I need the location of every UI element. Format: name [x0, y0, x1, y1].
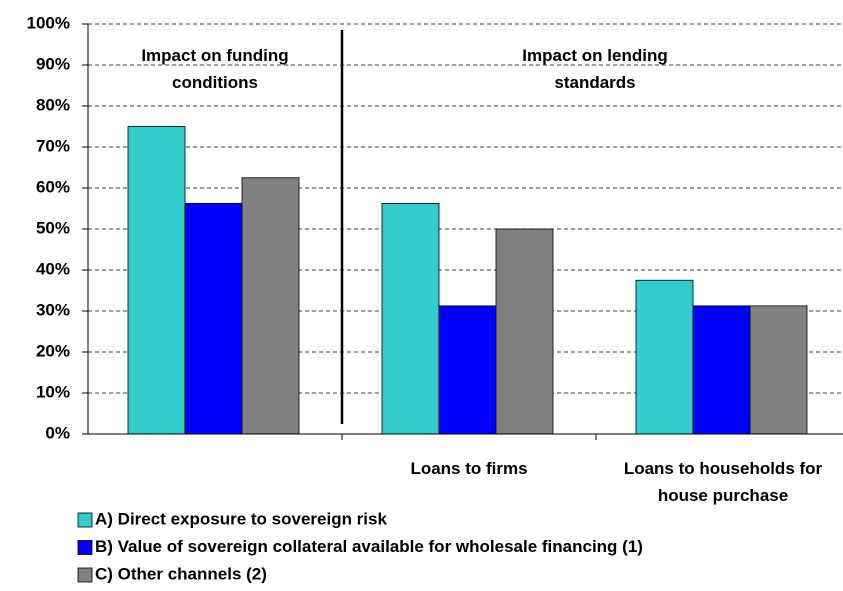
y-tick-label: 20%: [36, 341, 70, 360]
legend-label: B) Value of sovereign collateral availab…: [95, 537, 643, 556]
y-tick-label: 30%: [36, 300, 70, 319]
y-tick-label: 70%: [36, 136, 70, 155]
legend-label: A) Direct exposure to sovereign risk: [95, 509, 387, 528]
bar: [127, 126, 186, 435]
legend-swatch: [77, 567, 93, 583]
annotation: Impact on funding conditions: [141, 46, 289, 92]
y-tick-label: 0%: [45, 423, 70, 442]
bar: [749, 305, 808, 435]
bar: [692, 305, 751, 435]
bar: [495, 228, 554, 435]
y-tick-label: 40%: [36, 259, 70, 278]
legend-swatch: [77, 540, 93, 555]
x-tick-label: Loans to households for house purchase: [623, 459, 823, 505]
y-tick-label: 10%: [36, 382, 70, 401]
bar: [438, 305, 497, 435]
bar: [241, 177, 300, 435]
annotation: Impact on lending standards: [522, 46, 668, 92]
bar: [381, 202, 440, 435]
y-tick-label: 80%: [36, 95, 70, 114]
y-tick-label: 90%: [36, 54, 70, 73]
y-tick-label: 60%: [36, 177, 70, 196]
legend-swatch: [77, 512, 93, 528]
y-tick-label: 100%: [27, 13, 70, 32]
legend-label: C) Other channels (2): [95, 564, 267, 583]
y-tick-label: 50%: [36, 218, 70, 237]
bar: [184, 202, 243, 435]
bar: [635, 279, 694, 435]
x-tick-label: Loans to firms: [410, 459, 528, 478]
